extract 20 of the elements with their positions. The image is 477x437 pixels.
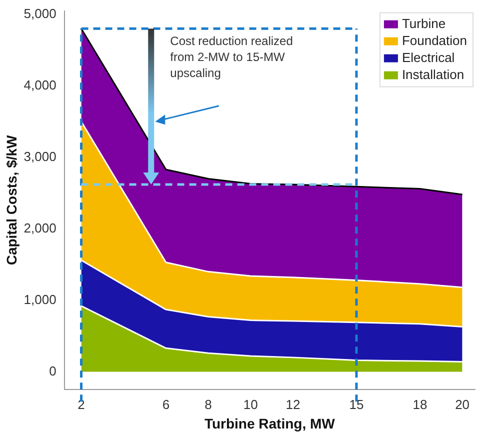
legend-label: Electrical [402, 50, 455, 65]
x-tick-label: 15 [349, 396, 364, 412]
x-tick-label: 12 [286, 396, 300, 412]
y-tick-label: 2,000 [24, 220, 56, 236]
x-tick-label: 20 [455, 396, 470, 412]
y-tick-label: 3,000 [24, 148, 56, 164]
annotation: Cost reduction realized from 2-MW to 15-MW upscaling [170, 34, 293, 80]
y-tick-label: 5,000 [24, 6, 56, 21]
legend-label: Turbine [402, 16, 446, 31]
x-tick-label: 18 [412, 396, 428, 412]
legend-label: Foundation [402, 32, 468, 48]
x-tick-label: 8 [204, 396, 212, 412]
y-tick-label: 0 [49, 363, 56, 378]
y-tick-label: 4,000 [24, 77, 56, 92]
x-tick-label: 10 [243, 396, 258, 412]
x-axis-title: Turbine Rating, MW [204, 415, 336, 432]
y-tick-label: 1,000 [24, 292, 56, 307]
x-tick-label: 6 [162, 396, 170, 412]
y-axis-title: Capital Costs, $/kW [3, 134, 20, 266]
legend-label: Installation [402, 66, 464, 82]
